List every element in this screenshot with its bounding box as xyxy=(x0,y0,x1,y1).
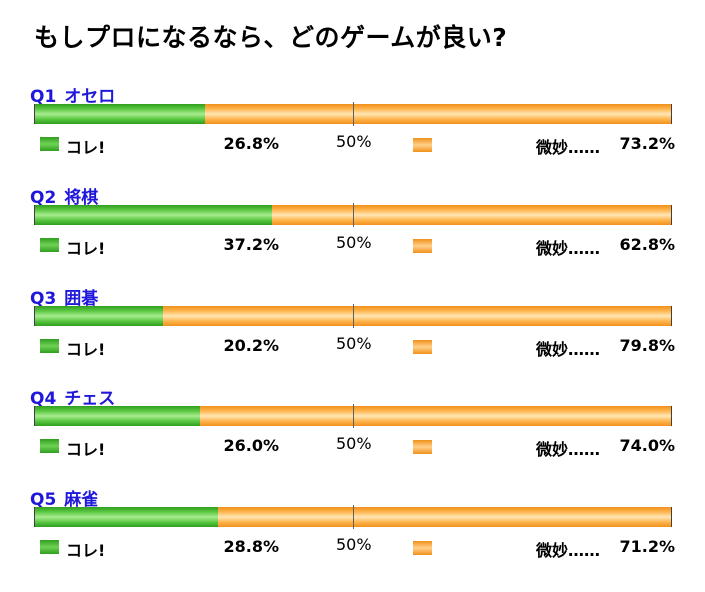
question-5: Q5 麻雀 コレ! 28.8% 50% 微妙…… 71.2% xyxy=(0,485,705,585)
question-label: Q2 将棋 xyxy=(30,183,98,208)
chart-title: もしプロになるなら、どのゲームが良い? xyxy=(34,23,508,52)
question-label: Q4 チェス xyxy=(30,384,115,409)
yes-percentage: 20.2% xyxy=(223,336,279,355)
midpoint-label: 50% xyxy=(336,132,372,151)
question-1: Q1 オセロ コレ! 26.8% 50% 微妙…… 73.2% xyxy=(0,82,705,182)
midpoint-line xyxy=(353,304,354,328)
question-game: オセロ xyxy=(64,87,116,107)
no-percentage: 71.2% xyxy=(619,537,675,556)
question-number: Q3 xyxy=(30,289,57,309)
bar-segment-yes xyxy=(35,406,201,426)
yes-percentage: 37.2% xyxy=(223,235,279,254)
no-percentage: 73.2% xyxy=(619,134,675,153)
legend-swatch-no xyxy=(413,138,432,152)
legend-swatch-no xyxy=(413,239,432,253)
question-label: Q1 オセロ xyxy=(30,82,115,107)
bar-segment-yes xyxy=(35,104,206,124)
midpoint-label: 50% xyxy=(336,233,372,252)
legend-swatch-yes xyxy=(40,339,59,353)
legend-label-no: 微妙…… xyxy=(536,541,601,560)
legend-row: コレ! 28.8% 50% 微妙…… 71.2% xyxy=(0,535,705,560)
midpoint-label: 50% xyxy=(336,535,372,554)
question-number: Q1 xyxy=(30,87,57,107)
question-game: 囲碁 xyxy=(64,289,99,309)
legend-label-yes: コレ! xyxy=(66,440,106,459)
bar-segment-no xyxy=(205,104,671,124)
no-percentage: 74.0% xyxy=(619,436,675,455)
stacked-bar xyxy=(34,306,672,326)
question-number: Q5 xyxy=(30,490,57,510)
question-number: Q2 xyxy=(30,188,57,208)
legend-swatch-yes xyxy=(40,238,59,252)
bar-segment-yes xyxy=(35,306,164,326)
legend-swatch-no xyxy=(413,440,432,454)
bar-segment-no xyxy=(218,507,671,527)
question-number: Q4 xyxy=(30,389,57,409)
midpoint-line xyxy=(353,203,354,227)
legend-swatch-no xyxy=(413,541,432,555)
legend-label-yes: コレ! xyxy=(66,340,106,359)
question-2: Q2 将棋 コレ! 37.2% 50% 微妙…… 62.8% xyxy=(0,183,705,283)
question-game: 麻雀 xyxy=(64,490,99,510)
yes-percentage: 26.8% xyxy=(223,134,279,153)
legend-swatch-yes xyxy=(40,540,59,554)
stacked-bar xyxy=(34,406,672,426)
legend-row: コレ! 37.2% 50% 微妙…… 62.8% xyxy=(0,233,705,258)
yes-percentage: 28.8% xyxy=(223,537,279,556)
legend-swatch-yes xyxy=(40,439,59,453)
question-label: Q5 麻雀 xyxy=(30,485,98,510)
legend-label-yes: コレ! xyxy=(66,239,106,258)
legend-row: コレ! 26.8% 50% 微妙…… 73.2% xyxy=(0,132,705,157)
legend-label-yes: コレ! xyxy=(66,541,106,560)
legend-swatch-no xyxy=(413,340,432,354)
question-4: Q4 チェス コレ! 26.0% 50% 微妙…… 74.0% xyxy=(0,384,705,484)
legend-label-no: 微妙…… xyxy=(536,340,601,359)
bar-segment-yes xyxy=(35,507,219,527)
question-game: チェス xyxy=(64,389,116,409)
question-label: Q3 囲碁 xyxy=(30,284,98,309)
bar-segment-no xyxy=(163,306,671,326)
midpoint-label: 50% xyxy=(336,434,372,453)
question-3: Q3 囲碁 コレ! 20.2% 50% 微妙…… 79.8% xyxy=(0,284,705,384)
midpoint-line xyxy=(353,505,354,529)
midpoint-line xyxy=(353,102,354,126)
stacked-bar xyxy=(34,104,672,124)
midpoint-label: 50% xyxy=(336,334,372,353)
no-percentage: 79.8% xyxy=(619,336,675,355)
bar-segment-yes xyxy=(35,205,272,225)
midpoint-line xyxy=(353,404,354,428)
bar-segment-no xyxy=(271,205,671,225)
stacked-bar xyxy=(34,205,672,225)
legend-label-no: 微妙…… xyxy=(536,440,601,459)
legend-label-no: 微妙…… xyxy=(536,138,601,157)
no-percentage: 62.8% xyxy=(619,235,675,254)
legend-label-yes: コレ! xyxy=(66,138,106,157)
bar-segment-no xyxy=(200,406,671,426)
stacked-bar xyxy=(34,507,672,527)
legend-row: コレ! 20.2% 50% 微妙…… 79.8% xyxy=(0,334,705,359)
legend-label-no: 微妙…… xyxy=(536,239,601,258)
yes-percentage: 26.0% xyxy=(223,436,279,455)
legend-row: コレ! 26.0% 50% 微妙…… 74.0% xyxy=(0,434,705,459)
question-game: 将棋 xyxy=(64,188,99,208)
legend-swatch-yes xyxy=(40,137,59,151)
